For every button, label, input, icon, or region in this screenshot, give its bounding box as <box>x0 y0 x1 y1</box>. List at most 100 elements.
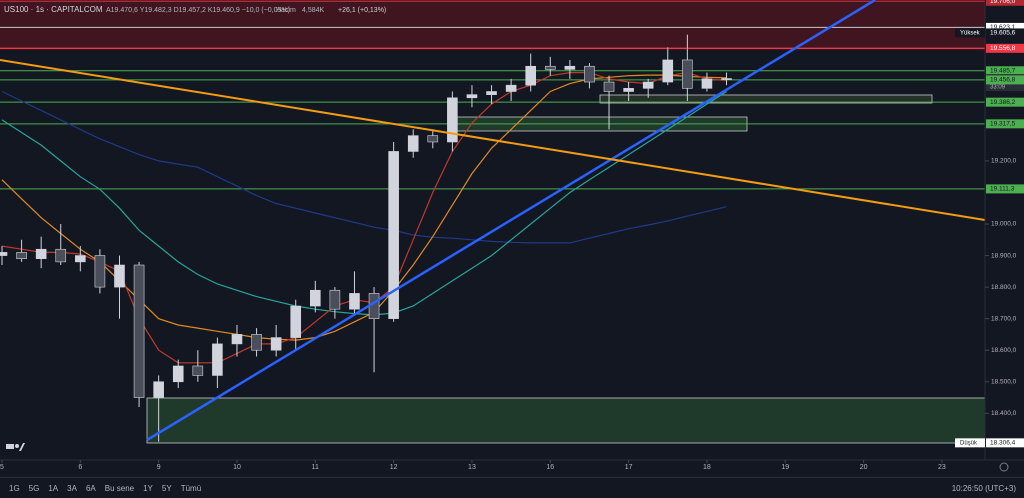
price-label-bg <box>986 75 1024 85</box>
trend-line <box>0 59 986 221</box>
range-button[interactable]: Tümü <box>180 483 202 493</box>
y-tick-label: 18.800,0 <box>991 284 1017 291</box>
tag-bg <box>955 438 985 448</box>
price-label-bg <box>986 97 1024 107</box>
candle-body <box>231 334 243 345</box>
x-tick-label: 10 <box>233 464 241 471</box>
range-button[interactable]: 6A <box>85 483 96 493</box>
candle-body <box>564 65 576 70</box>
candle-body <box>349 293 360 310</box>
x-tick-label: 12 <box>390 464 398 471</box>
range-button[interactable]: 1A <box>48 483 59 493</box>
trend-line <box>146 0 876 442</box>
settings-icon[interactable] <box>999 462 1009 472</box>
candle-body <box>544 65 556 70</box>
change: +26,1 (+0,13%) <box>338 7 386 14</box>
price-label-bg <box>986 66 1024 76</box>
candle-body <box>55 248 67 263</box>
range-button[interactable]: 3A <box>67 483 77 493</box>
price-label: 19.706,0 <box>990 0 1016 5</box>
x-tick-label: 16 <box>546 464 554 471</box>
price-label-bg <box>986 438 1024 448</box>
candle-body <box>270 337 282 351</box>
range-button[interactable]: 1G <box>9 483 20 493</box>
y-tick-label: 18.700,0 <box>991 315 1017 322</box>
candle-body <box>75 255 86 263</box>
moving-average <box>1 90 727 244</box>
symbol[interactable]: US100 · 1s · CAPITALCOM <box>4 5 103 14</box>
candle-body <box>310 289 321 307</box>
candle-body <box>682 59 693 89</box>
x-tick-label: 20 <box>860 464 868 471</box>
price-label-bg <box>986 43 1024 53</box>
x-tick-label: 19 <box>781 464 789 471</box>
candle-body <box>212 343 223 376</box>
candle-body <box>114 264 125 288</box>
candle-body <box>721 78 732 80</box>
price-label: 19.317,5 <box>990 121 1016 128</box>
price-label: 19.605,6 <box>990 30 1016 37</box>
tv-logo <box>6 443 25 451</box>
candle-body <box>251 334 262 351</box>
y-tick-label: 18.600,0 <box>991 347 1017 354</box>
candle-body <box>388 151 399 319</box>
zone-box <box>599 94 933 104</box>
y-tick-label: 18.400,0 <box>991 410 1017 417</box>
ohlc: A19.470,6 Y19.482,3 D19.457,2 K19.460,9 … <box>106 7 290 14</box>
y-tick-label: 19.000,0 <box>991 221 1017 228</box>
candle-body <box>623 88 634 92</box>
price-label: 19.623,1 <box>990 24 1016 31</box>
candle-body <box>407 135 419 152</box>
price-label: 19.556,8 <box>990 45 1016 52</box>
price-label-bg <box>986 0 1024 6</box>
candle-body <box>584 65 595 83</box>
x-tick-label: 18 <box>703 464 711 471</box>
candle-body <box>35 248 47 260</box>
candle-body <box>153 381 164 398</box>
range-button[interactable]: 5G <box>28 483 40 493</box>
countdown-bg <box>986 83 1024 92</box>
price-label-bg <box>986 119 1024 129</box>
x-tick-label: 17 <box>625 464 633 471</box>
x-tick-label: 6 <box>78 464 82 471</box>
x-tick-label: 5 <box>0 464 4 471</box>
resistance-zone <box>0 1 985 49</box>
price-label-bg <box>986 22 1024 32</box>
candle-body <box>172 365 184 383</box>
candle-body <box>0 252 8 256</box>
candle-body <box>329 289 341 310</box>
candle-body <box>447 97 458 143</box>
y-tick-label: 18.900,0 <box>991 252 1017 259</box>
range-button[interactable]: Bu sene <box>104 483 135 493</box>
price-label-bg <box>986 184 1024 194</box>
price-tag: Yüksek <box>960 31 981 37</box>
price-label: 19.386,2 <box>990 99 1016 106</box>
tag-bg <box>955 28 985 38</box>
y-tick-label: 19.200,0 <box>991 158 1017 165</box>
x-tick-label: 13 <box>468 464 476 471</box>
candle-body <box>642 81 654 89</box>
candle-body <box>603 81 615 92</box>
price-label: 18.306,4 <box>990 440 1016 447</box>
price-label: 19.456,8 <box>990 77 1016 84</box>
zone-box <box>146 397 986 444</box>
range-button[interactable]: 5Y <box>161 483 172 493</box>
clock: 10:26:50 (UTC+3) <box>951 483 1016 493</box>
candle-body <box>94 255 106 288</box>
range-button[interactable]: 1Y <box>143 483 153 493</box>
countdown: 33:09 <box>990 85 1006 91</box>
candle-body <box>133 264 145 398</box>
candle-body <box>427 135 439 143</box>
candle-body <box>290 305 302 338</box>
candle-body <box>662 59 674 83</box>
price-label: 19.111,3 <box>990 186 1015 193</box>
toolbar: 1G 5G 1A 3A 6A Bu sene 1Y 5Y Tümü 10:26:50 (UTC+3… <box>0 477 1024 498</box>
candle-body <box>16 252 27 260</box>
volume-label: Hacim <box>276 7 296 14</box>
candle-body <box>486 91 497 95</box>
price-label: 19.485,7 <box>990 67 1016 74</box>
y-tick-label: 18.500,0 <box>991 378 1017 385</box>
candle-body <box>466 94 478 99</box>
price-label-bg <box>986 28 1024 38</box>
